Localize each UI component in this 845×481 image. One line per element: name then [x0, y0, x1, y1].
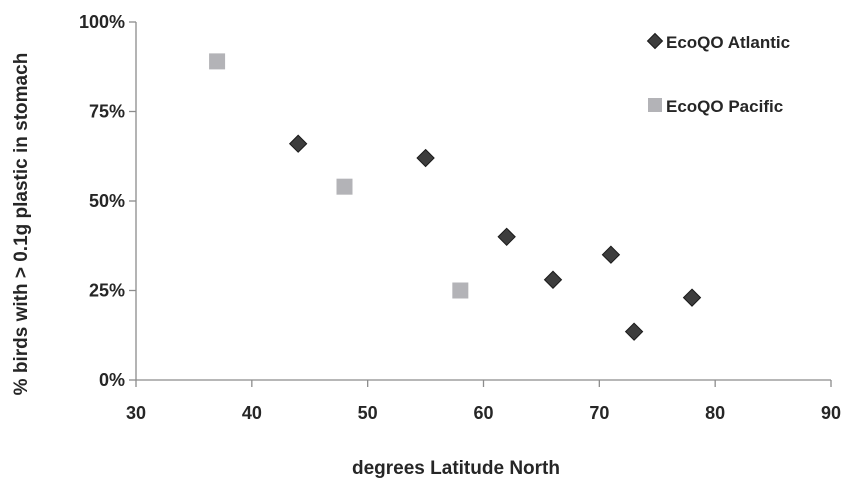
legend-item-pacific: EcoQO Pacific [648, 97, 783, 116]
x-axis-title: degrees Latitude North [352, 458, 560, 479]
y-tick-label: 100% [79, 12, 125, 32]
x-tick-label: 50 [358, 403, 378, 423]
x-tick-label: 90 [821, 403, 841, 423]
data-point-atlantic [416, 148, 435, 168]
data-points [209, 53, 702, 341]
x-tick-label: 30 [126, 403, 146, 423]
y-tick-label: 25% [89, 281, 125, 301]
legend-marker-square [648, 98, 662, 112]
axes [135, 22, 831, 381]
data-point-pacific [209, 53, 226, 70]
y-tick-label: 0% [99, 370, 125, 390]
data-point-atlantic [497, 227, 516, 247]
data-point-pacific [452, 282, 469, 299]
y-tick-label: 50% [89, 191, 125, 211]
data-point-pacific [336, 178, 353, 195]
y-tick-label: 75% [89, 102, 125, 122]
x-tick-label: 70 [589, 403, 609, 423]
legend-label-atlantic: EcoQO Atlantic [666, 33, 790, 52]
legend-label-pacific: EcoQO Pacific [666, 97, 783, 116]
legend-item-atlantic: EcoQO Atlantic [646, 32, 790, 52]
legend: EcoQO Atlantic EcoQO Pacific [646, 32, 790, 116]
data-point-atlantic [543, 270, 563, 289]
y-axis-ticks: 0% 25% 50% 75% 100% [79, 12, 136, 390]
data-point-atlantic [288, 134, 308, 153]
x-axis-ticks: 30 40 50 60 70 80 90 [126, 380, 841, 423]
x-tick-label: 80 [705, 403, 725, 423]
x-tick-label: 60 [473, 403, 493, 423]
data-point-atlantic [601, 245, 621, 264]
x-tick-label: 40 [242, 403, 262, 423]
data-point-atlantic [624, 322, 644, 341]
y-axis-title: % birds with > 0.1g plastic in stomach [11, 53, 32, 396]
legend-marker-diamond [646, 32, 664, 50]
data-point-atlantic [682, 288, 702, 307]
